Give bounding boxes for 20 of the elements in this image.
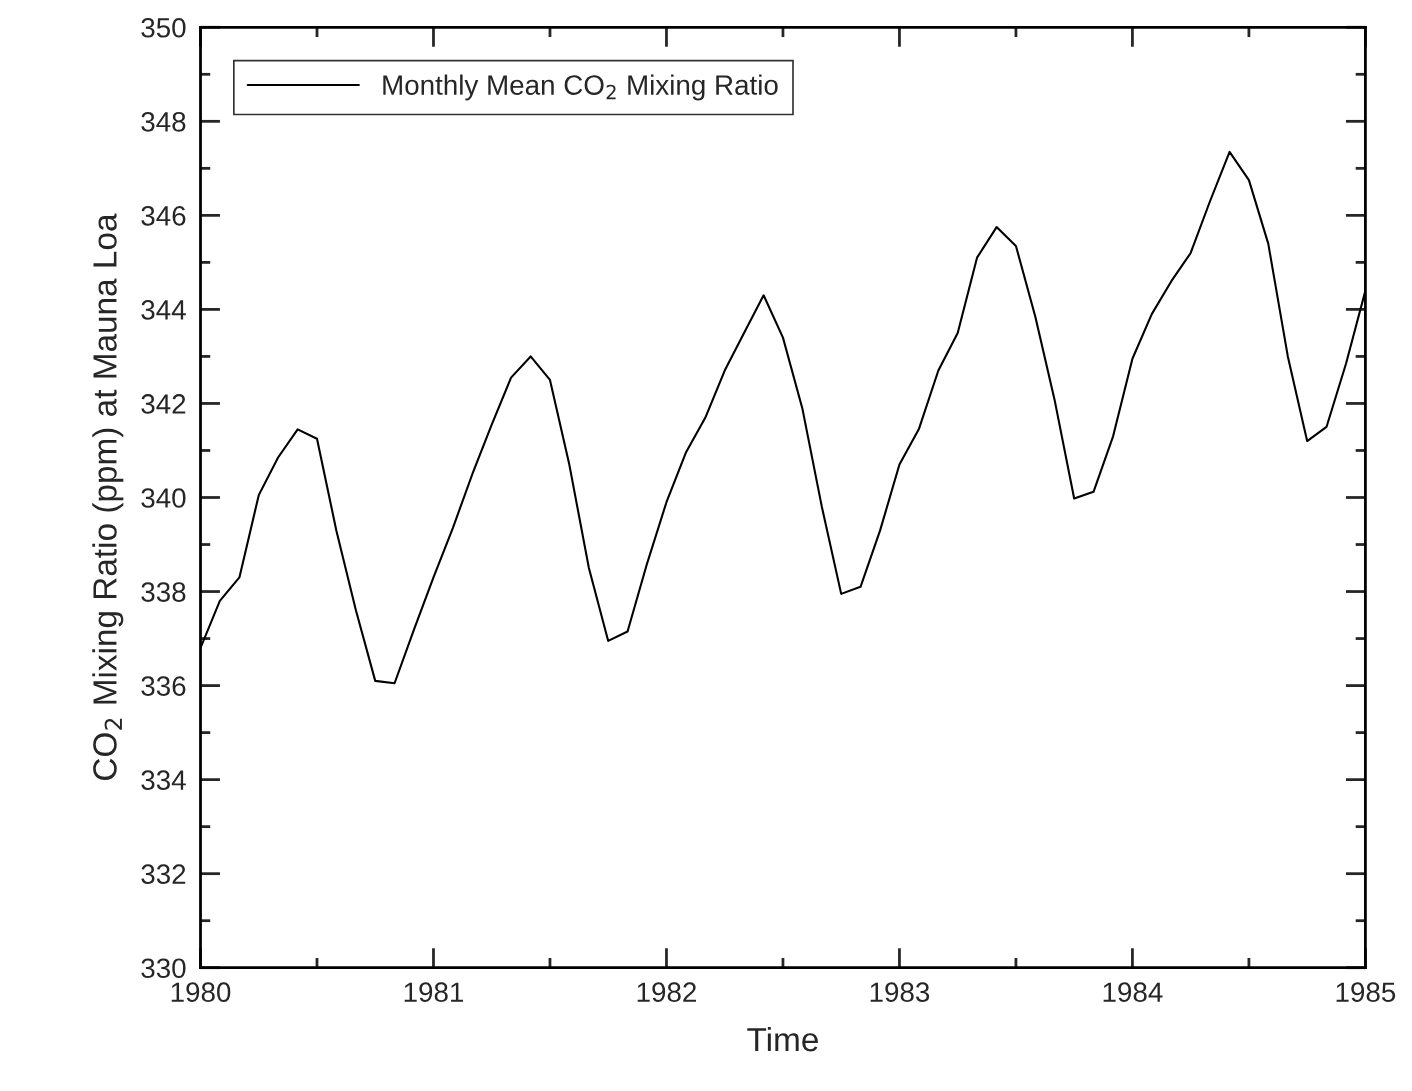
y-tick-label: 336 <box>141 676 186 696</box>
legend-label: Monthly Mean CO$_{2}$ Mixing Ratio <box>383 74 778 101</box>
y-tick-label: 340 <box>141 488 186 508</box>
y-tick-label: 344 <box>141 300 186 320</box>
x-tick-label: 1983 <box>870 982 930 1003</box>
y-tick-label: 334 <box>141 770 186 790</box>
x-tick-label: 1984 <box>1103 982 1163 1003</box>
y-tick-label: 342 <box>141 394 186 414</box>
y-tick-label: 346 <box>141 206 186 226</box>
y-axis-title: CO$_{2}$ Mixing Ratio (ppm) at Mauna Loa <box>92 213 124 780</box>
x-tick-label: 1985 <box>1336 982 1396 1003</box>
y-tick-label: 332 <box>141 864 186 885</box>
x-axis-title: Time <box>747 1026 818 1052</box>
y-tick-label: 348 <box>141 111 186 132</box>
x-tick-label: 1980 <box>171 982 231 1003</box>
y-tick-label: 350 <box>141 17 186 38</box>
x-tick-label: 1981 <box>404 982 464 1003</box>
y-tick-label: 338 <box>141 582 186 602</box>
y-tick-label: 330 <box>141 958 186 979</box>
x-tick-label: 1982 <box>637 982 696 1003</box>
